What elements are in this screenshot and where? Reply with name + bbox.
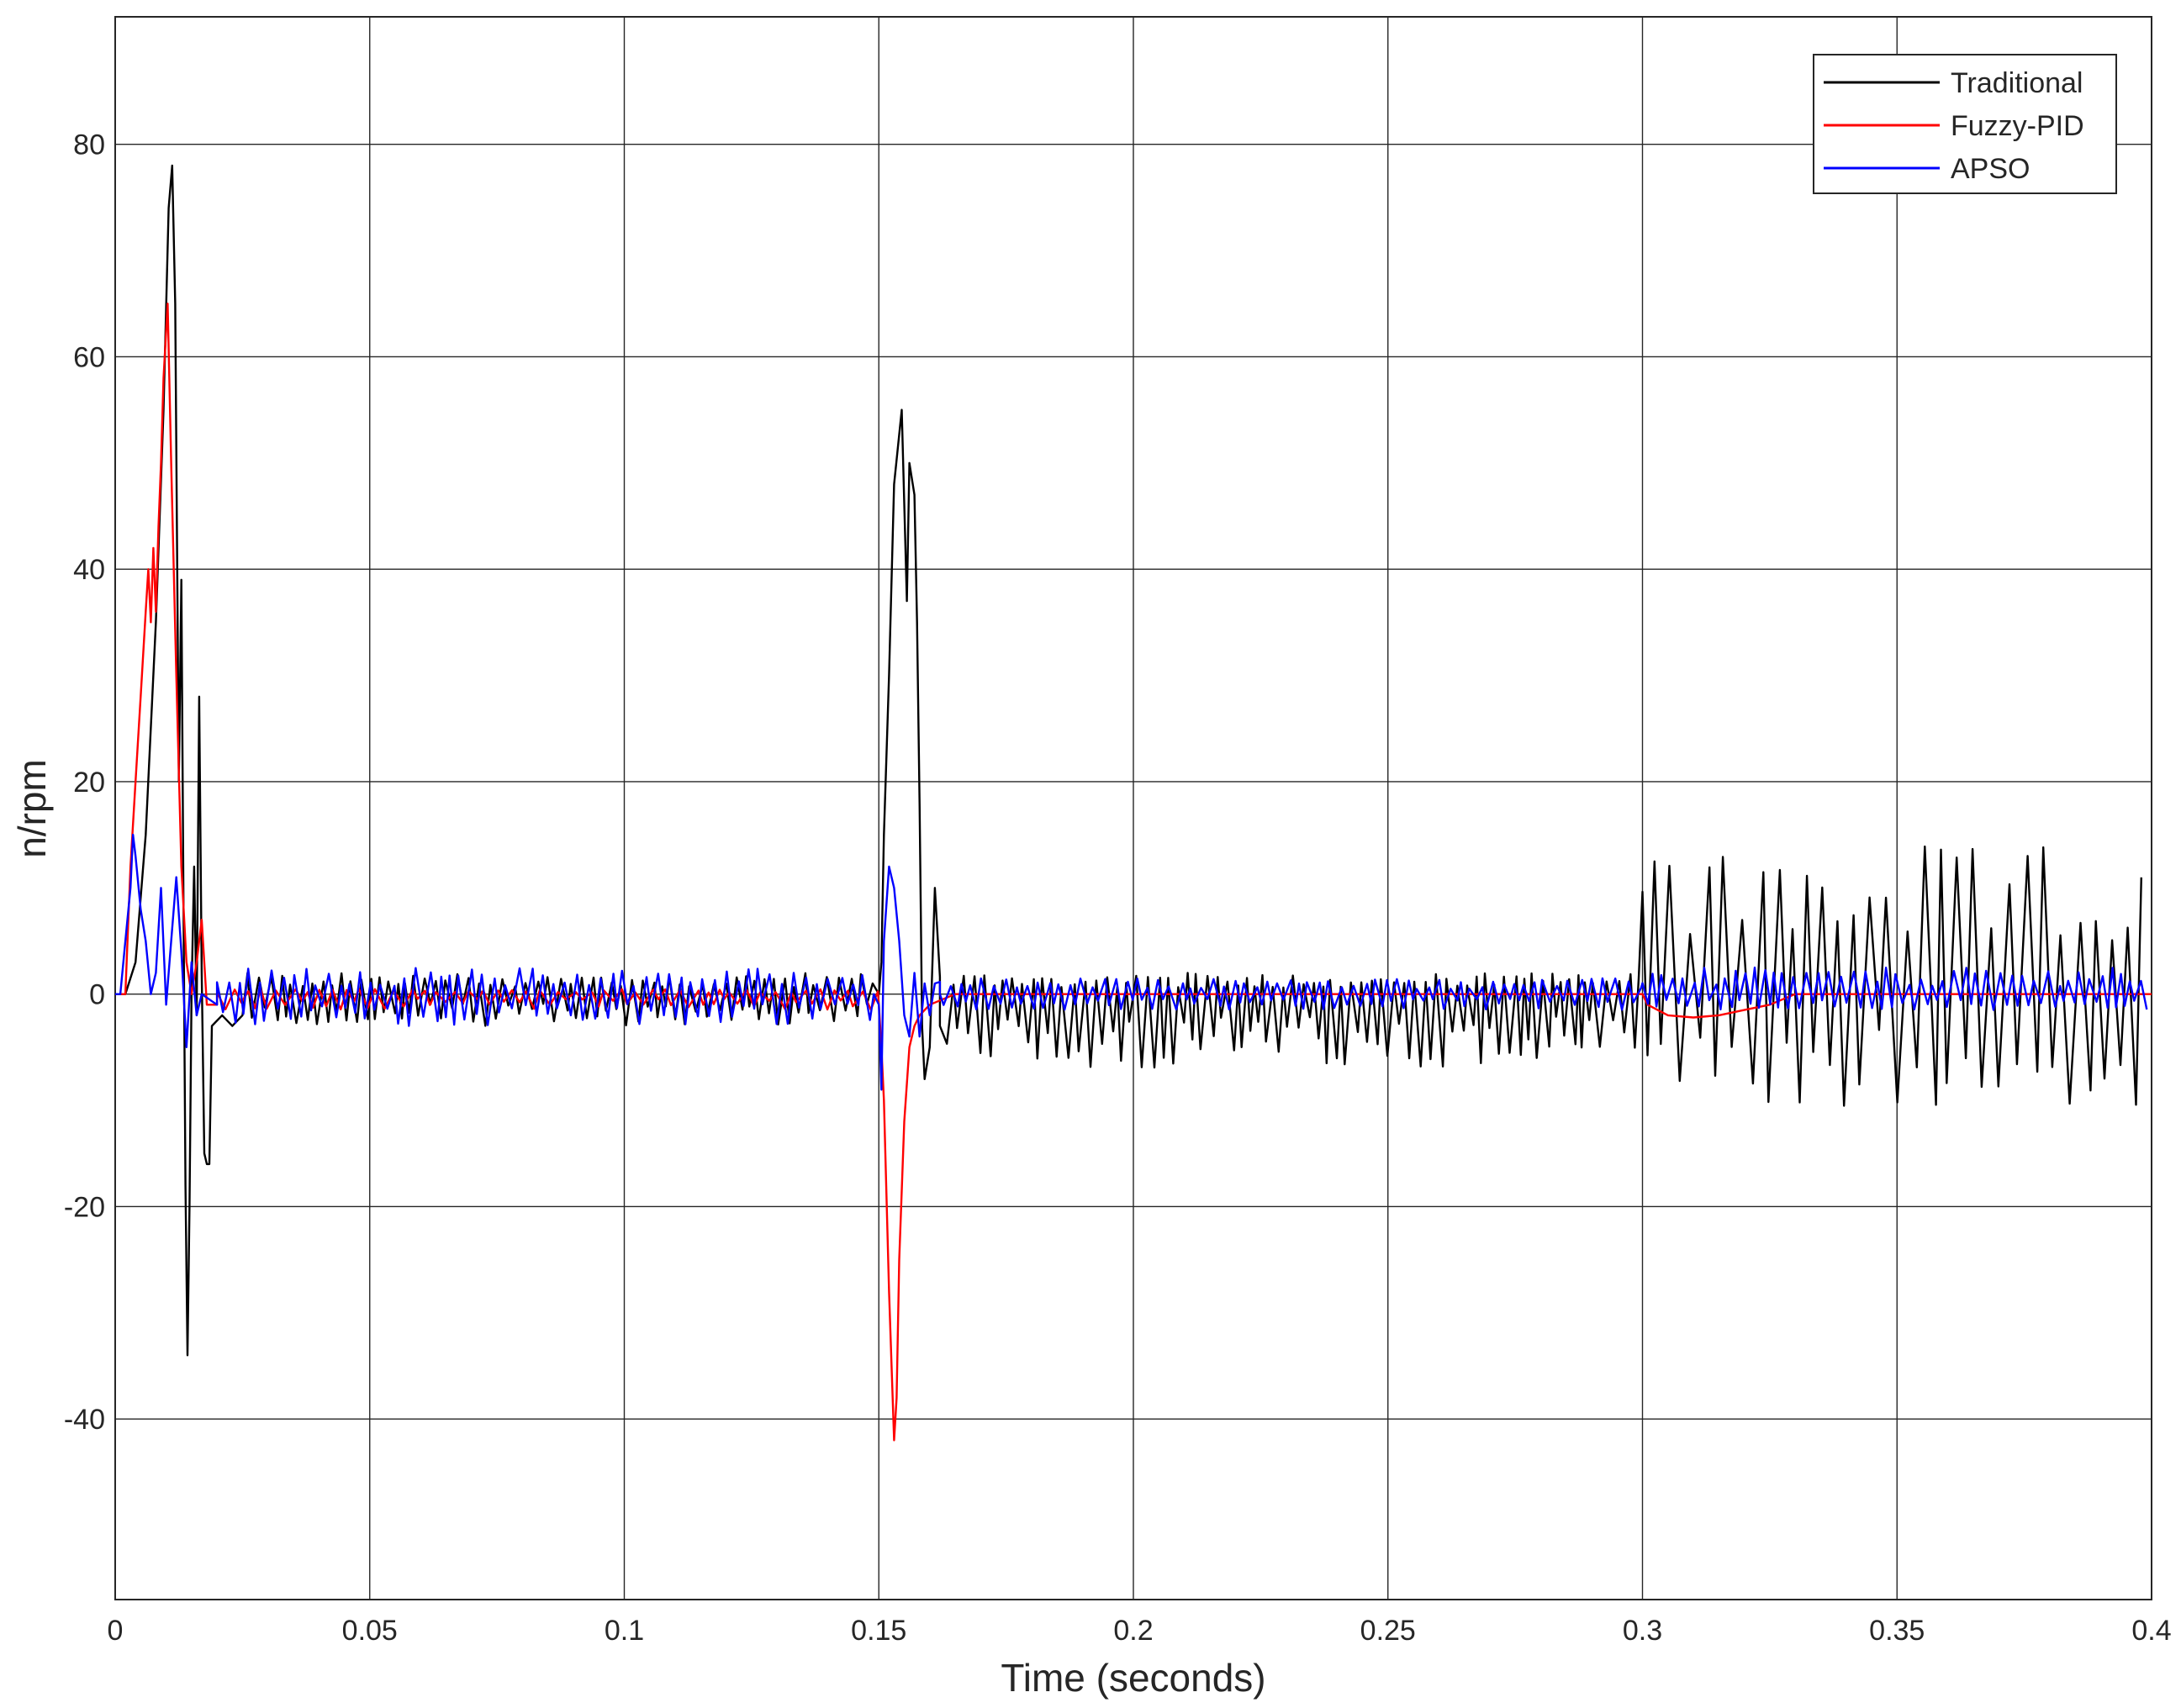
- legend: Traditional Fuzzy-PID APSO: [1813, 54, 2117, 194]
- y-tick-label: 80: [73, 129, 105, 161]
- x-tick-label: 0.3: [1623, 1615, 1662, 1647]
- grid: [114, 17, 2152, 1600]
- y-tick-label: -20: [64, 1191, 105, 1223]
- y-tick-label: -40: [64, 1404, 105, 1436]
- y-tick-label: 0: [89, 979, 105, 1011]
- x-tick-label: 0.35: [1869, 1615, 1925, 1647]
- legend-label: Fuzzy-PID: [1951, 110, 2084, 142]
- x-axis-label: Time (seconds): [1001, 1656, 1265, 1700]
- legend-label: Traditional: [1951, 67, 2083, 99]
- x-tick-label: 0.15: [851, 1615, 906, 1647]
- series-line-apso: [115, 833, 2148, 1091]
- x-tick-label: 0.25: [1360, 1615, 1416, 1647]
- series-layer: [115, 164, 2152, 1442]
- x-tick-label: 0.05: [342, 1615, 398, 1647]
- legend-label: APSO: [1951, 153, 2030, 185]
- x-tick-label: 0: [108, 1615, 124, 1647]
- y-tick-label: 60: [73, 341, 105, 373]
- series-line-traditional: [115, 164, 2142, 1357]
- y-tick-label: 20: [73, 767, 105, 799]
- x-tick-label: 0.1: [605, 1615, 644, 1647]
- x-axis: 0 0.05 0.1 0.15 0.2 0.25 0.3 0.35 0.4: [108, 1615, 2172, 1647]
- y-axis-label: n/rpm: [10, 759, 54, 858]
- x-tick-label: 0.2: [1113, 1615, 1153, 1647]
- y-tick-label: 40: [73, 554, 105, 586]
- y-axis: -40 -20 0 20 40 60 80: [64, 129, 105, 1437]
- x-tick-label: 0.4: [2131, 1615, 2171, 1647]
